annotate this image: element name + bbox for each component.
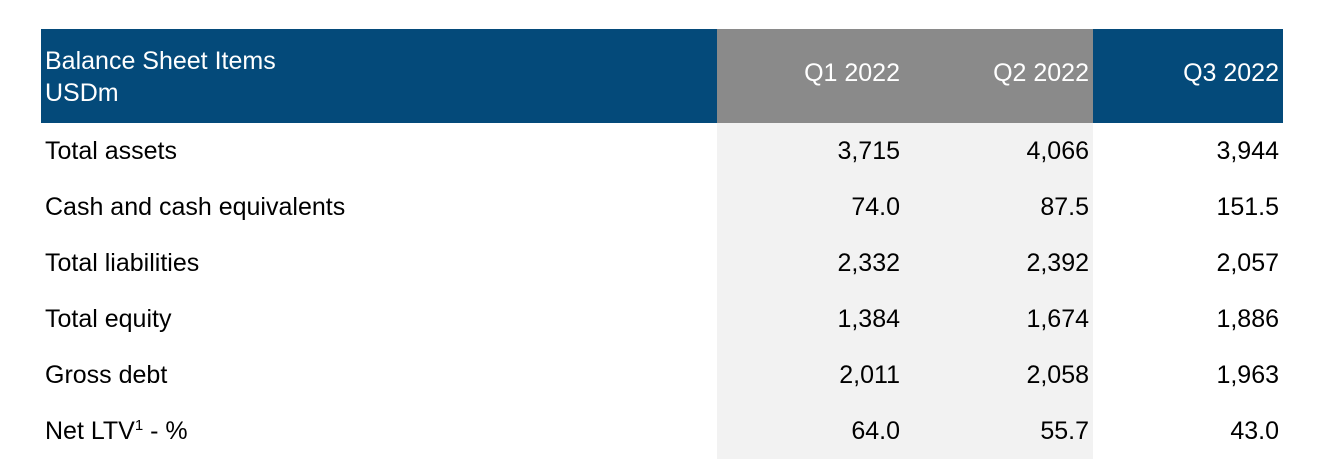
row-value-q3: 2,057 <box>1093 235 1283 291</box>
row-value-q2: 4,066 <box>904 123 1093 179</box>
row-value-q3: 3,944 <box>1093 123 1283 179</box>
row-label-text: Net LTV <box>45 417 135 445</box>
row-value-q2: 1,674 <box>904 291 1093 347</box>
header-col-q2: Q2 2022 <box>904 29 1093 123</box>
header-title-line1: Balance Sheet Items <box>45 47 276 75</box>
row-label-suffix: - % <box>143 417 188 445</box>
row-value-q3: 1,963 <box>1093 347 1283 403</box>
row-value-q3: 1,886 <box>1093 291 1283 347</box>
row-value-q1: 3,715 <box>717 123 904 179</box>
table-row: Total equity 1,384 1,674 1,886 <box>41 291 1283 347</box>
balance-sheet-table: Balance Sheet Items USDm Q1 2022 Q2 2022… <box>41 29 1283 459</box>
table-row: Net LTV1 - % 64.0 55.7 43.0 <box>41 403 1283 459</box>
row-value-q3: 151.5 <box>1093 179 1283 235</box>
row-value-q1: 74.0 <box>717 179 904 235</box>
table-row: Cash and cash equivalents 74.0 87.5 151.… <box>41 179 1283 235</box>
row-value-q1: 2,332 <box>717 235 904 291</box>
table-row: Total assets 3,715 4,066 3,944 <box>41 123 1283 179</box>
row-value-q2: 2,058 <box>904 347 1093 403</box>
table-header: Balance Sheet Items USDm Q1 2022 Q2 2022… <box>41 29 1283 123</box>
row-value-q1: 64.0 <box>717 403 904 459</box>
table-row: Total liabilities 2,332 2,392 2,057 <box>41 235 1283 291</box>
row-label: Cash and cash equivalents <box>45 193 346 221</box>
row-label: Gross debt <box>45 361 168 389</box>
row-value-q3: 43.0 <box>1093 403 1283 459</box>
header-col-q1: Q1 2022 <box>717 29 904 123</box>
row-value-q2: 55.7 <box>904 403 1093 459</box>
row-label: Total equity <box>45 305 172 333</box>
row-label: Total assets <box>45 137 178 165</box>
row-value-q1: 2,011 <box>717 347 904 403</box>
header-title-line2: USDm <box>45 79 119 107</box>
row-label: Total liabilities <box>45 249 200 277</box>
row-value-q2: 2,392 <box>904 235 1093 291</box>
row-label: Net LTV1 - % <box>41 403 717 459</box>
row-value-q1: 1,384 <box>717 291 904 347</box>
table-row: Gross debt 2,011 2,058 1,963 <box>41 347 1283 403</box>
footnote-marker: 1 <box>134 417 144 434</box>
header-col-q3: Q3 2022 <box>1093 29 1283 123</box>
row-value-q2: 87.5 <box>904 179 1093 235</box>
header-title: Balance Sheet Items USDm <box>41 29 717 123</box>
